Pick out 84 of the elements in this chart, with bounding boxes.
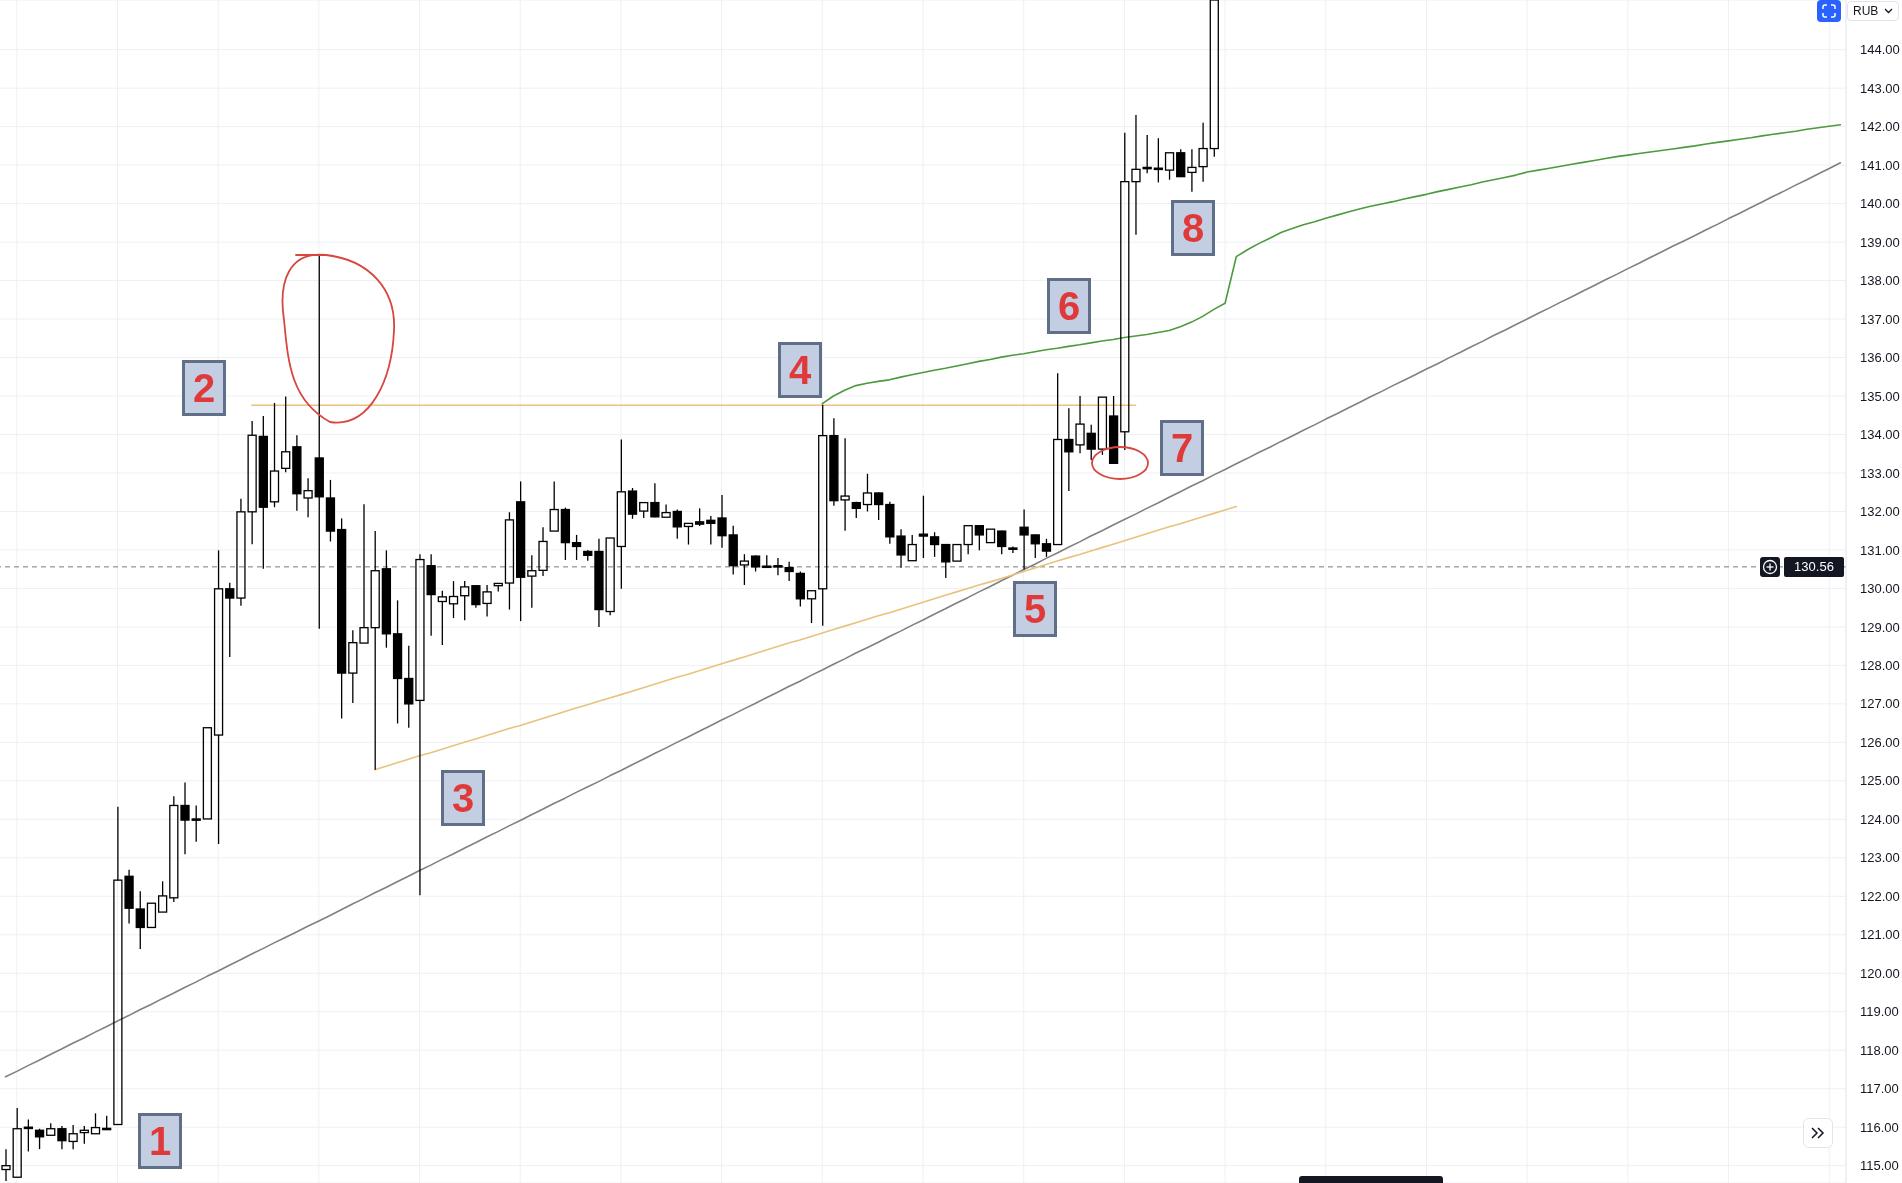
candlestick [706, 515, 716, 546]
y-tick-label: 115.00 [1860, 1158, 1899, 1174]
y-tick-label: 127.00 [1860, 696, 1900, 712]
annotation: 5 [1013, 581, 1057, 637]
y-tick-label: 118.00 [1860, 1042, 1899, 1058]
y-tick-label: 139.00 [1860, 234, 1900, 250]
candlestick [1, 1148, 11, 1182]
candlestick [941, 543, 951, 579]
candlestick [717, 494, 727, 549]
candlestick [135, 890, 145, 950]
candlestick [538, 526, 548, 577]
annotation: 3 [441, 770, 485, 826]
candlestick [929, 531, 940, 558]
candlestick [997, 530, 1007, 555]
candlestick [1086, 424, 1096, 461]
y-tick-label: 136.00 [1860, 350, 1900, 366]
candlestick [952, 543, 962, 562]
y-tick-label: 140.00 [1860, 196, 1900, 212]
candlestick [896, 528, 906, 569]
y-tick-label: 144.00 [1860, 42, 1900, 58]
candlestick [1131, 114, 1141, 236]
y-tick-label: 142.00 [1860, 119, 1900, 135]
candlestick [784, 561, 794, 582]
candlestick [818, 404, 828, 627]
annotation: 4 [778, 342, 822, 398]
candlestick [1198, 122, 1208, 183]
y-tick-label: 123.00 [1860, 850, 1900, 866]
annotation: 8 [1171, 200, 1215, 256]
y-tick-label: 122.00 [1860, 888, 1900, 904]
y-tick-label: 117.00 [1860, 1081, 1899, 1097]
y-tick-label: 125.00 [1860, 773, 1900, 789]
candlestick [1053, 372, 1063, 546]
y-tick-label: 130.00 [1860, 581, 1900, 597]
candlestick [1176, 148, 1186, 178]
y-tick-label: 116.00 [1860, 1119, 1899, 1135]
candlestick [1019, 508, 1029, 571]
y-tick-label: 126.00 [1860, 734, 1900, 750]
candlestick [146, 902, 157, 929]
y-axis-title: RUB [1853, 4, 1879, 18]
y-tick-label: 132.00 [1860, 504, 1900, 520]
y-tick-label: 131.00 [1860, 542, 1900, 558]
candlestick [1187, 148, 1197, 193]
y-tick-label: 128.00 [1860, 658, 1900, 673]
y-tick-label: 143.00 [1860, 80, 1900, 96]
y-tick-label: 141.00 [1860, 157, 1900, 173]
candlestick [672, 508, 682, 540]
candlestick [985, 528, 996, 544]
y-tick-label: 129.00 [1860, 619, 1900, 635]
candlestick [202, 727, 213, 820]
annotation: 7 [1160, 420, 1204, 476]
candlestick [918, 495, 929, 559]
y-tick-label: 124.00 [1860, 811, 1900, 827]
y-tick-label: 121.00 [1860, 927, 1900, 943]
candlestick [1120, 132, 1130, 451]
y-tick-label: 137.00 [1860, 311, 1900, 327]
annotation: 2 [182, 360, 226, 416]
candlestick [213, 549, 224, 845]
candlestick [1075, 395, 1085, 454]
ref-line-label: 130.56 [1784, 556, 1844, 577]
candlestick [1041, 538, 1052, 558]
candlestick [370, 530, 380, 771]
annotation: 6 [1047, 278, 1091, 334]
candlestick [571, 534, 582, 561]
candlestick [180, 781, 190, 855]
annotation: 1 [138, 1113, 182, 1169]
candlestick [1030, 533, 1040, 559]
candlestick [191, 804, 201, 843]
candlestick [627, 487, 638, 520]
candlestick [974, 524, 984, 551]
y-tick-label: 135.00 [1860, 388, 1900, 404]
candlestick [1064, 407, 1074, 492]
candlestick [874, 491, 884, 521]
line-series [821, 123, 1842, 405]
candlestick [225, 582, 235, 658]
y-tick-label: 134.00 [1860, 427, 1900, 443]
y-tick-label: 119.00 [1860, 1004, 1899, 1020]
candlestick [773, 557, 783, 576]
candlestick [616, 438, 626, 590]
y-tick-label: 138.00 [1860, 273, 1900, 289]
candlestick [314, 254, 324, 630]
line-series [373, 505, 1238, 771]
y-tick-label: 133.00 [1860, 465, 1900, 481]
y-tick-label: 120.00 [1860, 965, 1900, 981]
line-series [4, 161, 1842, 1078]
